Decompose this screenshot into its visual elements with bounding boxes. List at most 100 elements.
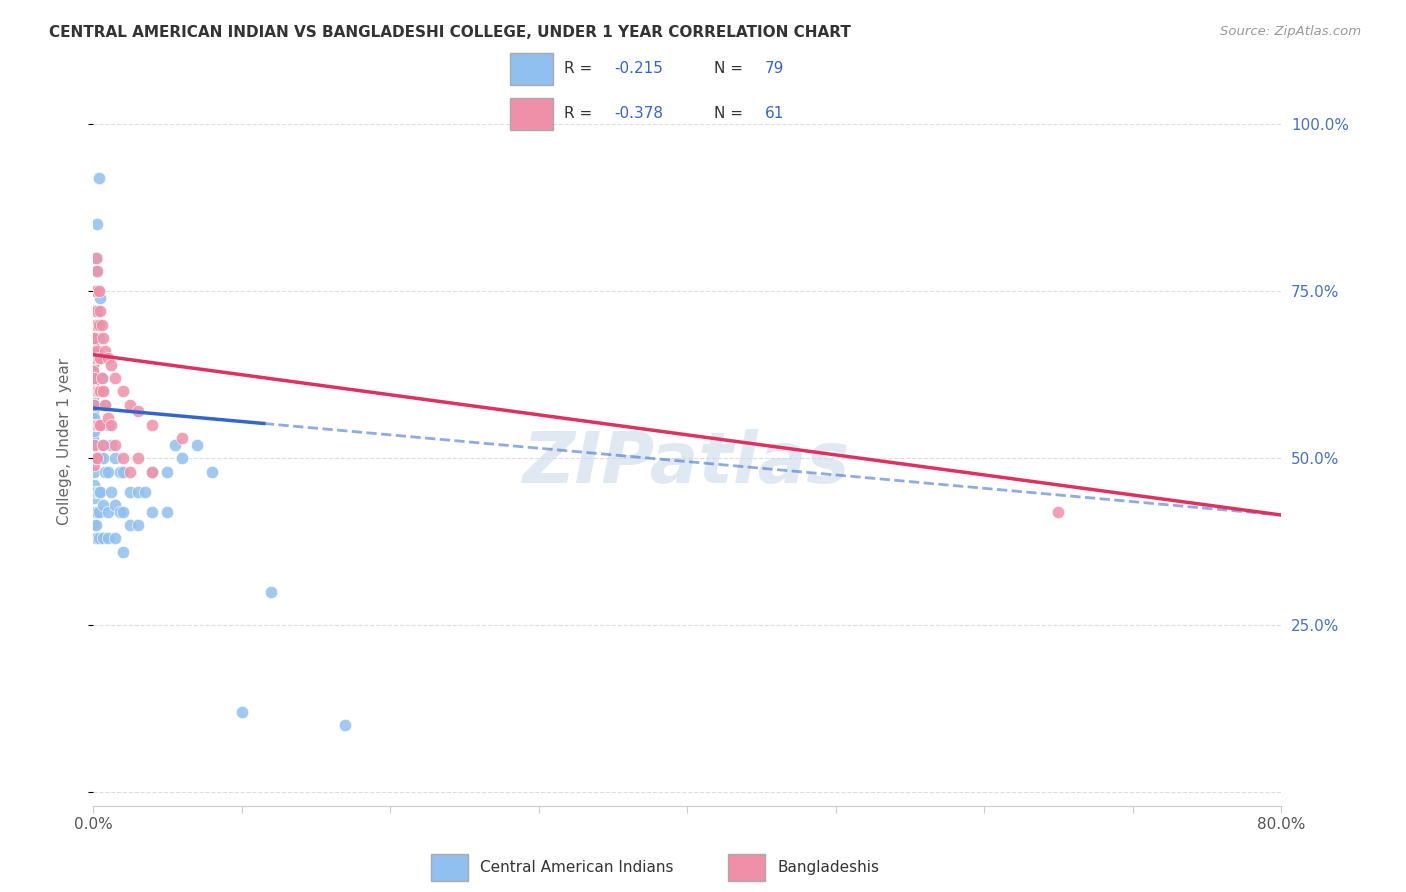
Point: [82, 344, 104, 359]
Point: [82, 384, 104, 399]
Point: [83, 425, 105, 439]
Point: [82, 391, 104, 405]
Point: [84, 451, 107, 466]
Point: [127, 484, 149, 499]
Point: [82, 377, 104, 392]
Point: [141, 505, 163, 519]
Point: [172, 431, 194, 445]
Point: [108, 505, 131, 519]
Point: [97, 532, 120, 546]
Point: [127, 404, 149, 418]
Point: [83, 478, 105, 492]
Point: [86, 417, 108, 432]
Point: [100, 484, 122, 499]
Point: [86, 264, 108, 278]
Text: Source: ZipAtlas.com: Source: ZipAtlas.com: [1220, 25, 1361, 38]
Point: [86, 384, 108, 399]
Point: [82, 358, 104, 372]
Point: [82, 364, 104, 378]
Point: [82, 431, 104, 445]
Point: [87, 484, 110, 499]
Point: [104, 498, 127, 512]
Point: [82, 371, 104, 385]
Point: [87, 417, 110, 432]
Point: [90, 371, 112, 385]
Point: [87, 284, 110, 298]
Point: [86, 451, 108, 466]
Point: [86, 344, 108, 359]
Point: [86, 304, 108, 318]
Point: [134, 484, 156, 499]
Text: CENTRAL AMERICAN INDIAN VS BANGLADESHI COLLEGE, UNDER 1 YEAR CORRELATION CHART: CENTRAL AMERICAN INDIAN VS BANGLADESHI C…: [49, 25, 851, 40]
Point: [83, 331, 105, 345]
Text: Central American Indians: Central American Indians: [481, 861, 673, 875]
Point: [84, 251, 107, 265]
Point: [82, 417, 104, 432]
Point: [89, 291, 111, 305]
Point: [93, 384, 115, 399]
Point: [90, 371, 112, 385]
Point: [83, 331, 105, 345]
Point: [86, 344, 108, 359]
Point: [84, 417, 107, 432]
Point: [1047, 505, 1070, 519]
Point: [83, 458, 105, 472]
Point: [93, 438, 115, 452]
Point: [104, 451, 127, 466]
Point: [84, 484, 107, 499]
Point: [335, 718, 357, 732]
Point: [83, 351, 105, 365]
Point: [111, 451, 134, 466]
Point: [83, 438, 105, 452]
Point: [120, 484, 142, 499]
Point: [82, 337, 104, 351]
Point: [97, 417, 120, 432]
Point: [94, 344, 117, 359]
Point: [104, 438, 127, 452]
Point: [83, 284, 105, 298]
Point: [82, 398, 104, 412]
Point: [141, 465, 163, 479]
Point: [86, 251, 108, 265]
Point: [83, 371, 105, 385]
Point: [89, 384, 111, 399]
Point: [83, 491, 105, 506]
Point: [83, 398, 105, 412]
Point: [141, 417, 163, 432]
Point: [83, 505, 105, 519]
Point: [89, 304, 111, 318]
Point: [97, 505, 120, 519]
Point: [83, 304, 105, 318]
Point: [86, 218, 108, 232]
Point: [82, 358, 104, 372]
Point: [156, 505, 179, 519]
Point: [82, 411, 104, 425]
Point: [127, 451, 149, 466]
FancyBboxPatch shape: [510, 98, 553, 130]
Point: [120, 518, 142, 533]
Point: [82, 377, 104, 392]
Point: [120, 398, 142, 412]
Text: ZIPatlas: ZIPatlas: [523, 429, 851, 498]
Point: [86, 304, 108, 318]
Text: R =: R =: [564, 62, 596, 77]
Point: [84, 344, 107, 359]
Point: [83, 411, 105, 425]
Point: [94, 398, 117, 412]
Point: [111, 505, 134, 519]
Point: [82, 351, 104, 365]
Point: [84, 351, 107, 365]
Point: [90, 438, 112, 452]
Point: [84, 318, 107, 332]
Point: [94, 465, 117, 479]
Point: [87, 331, 110, 345]
Point: [83, 398, 105, 412]
Point: [82, 344, 104, 359]
Point: [86, 384, 108, 399]
Point: [97, 465, 120, 479]
Point: [186, 438, 208, 452]
Point: [104, 371, 127, 385]
Point: [84, 532, 107, 546]
Point: [83, 417, 105, 432]
Point: [82, 371, 104, 385]
